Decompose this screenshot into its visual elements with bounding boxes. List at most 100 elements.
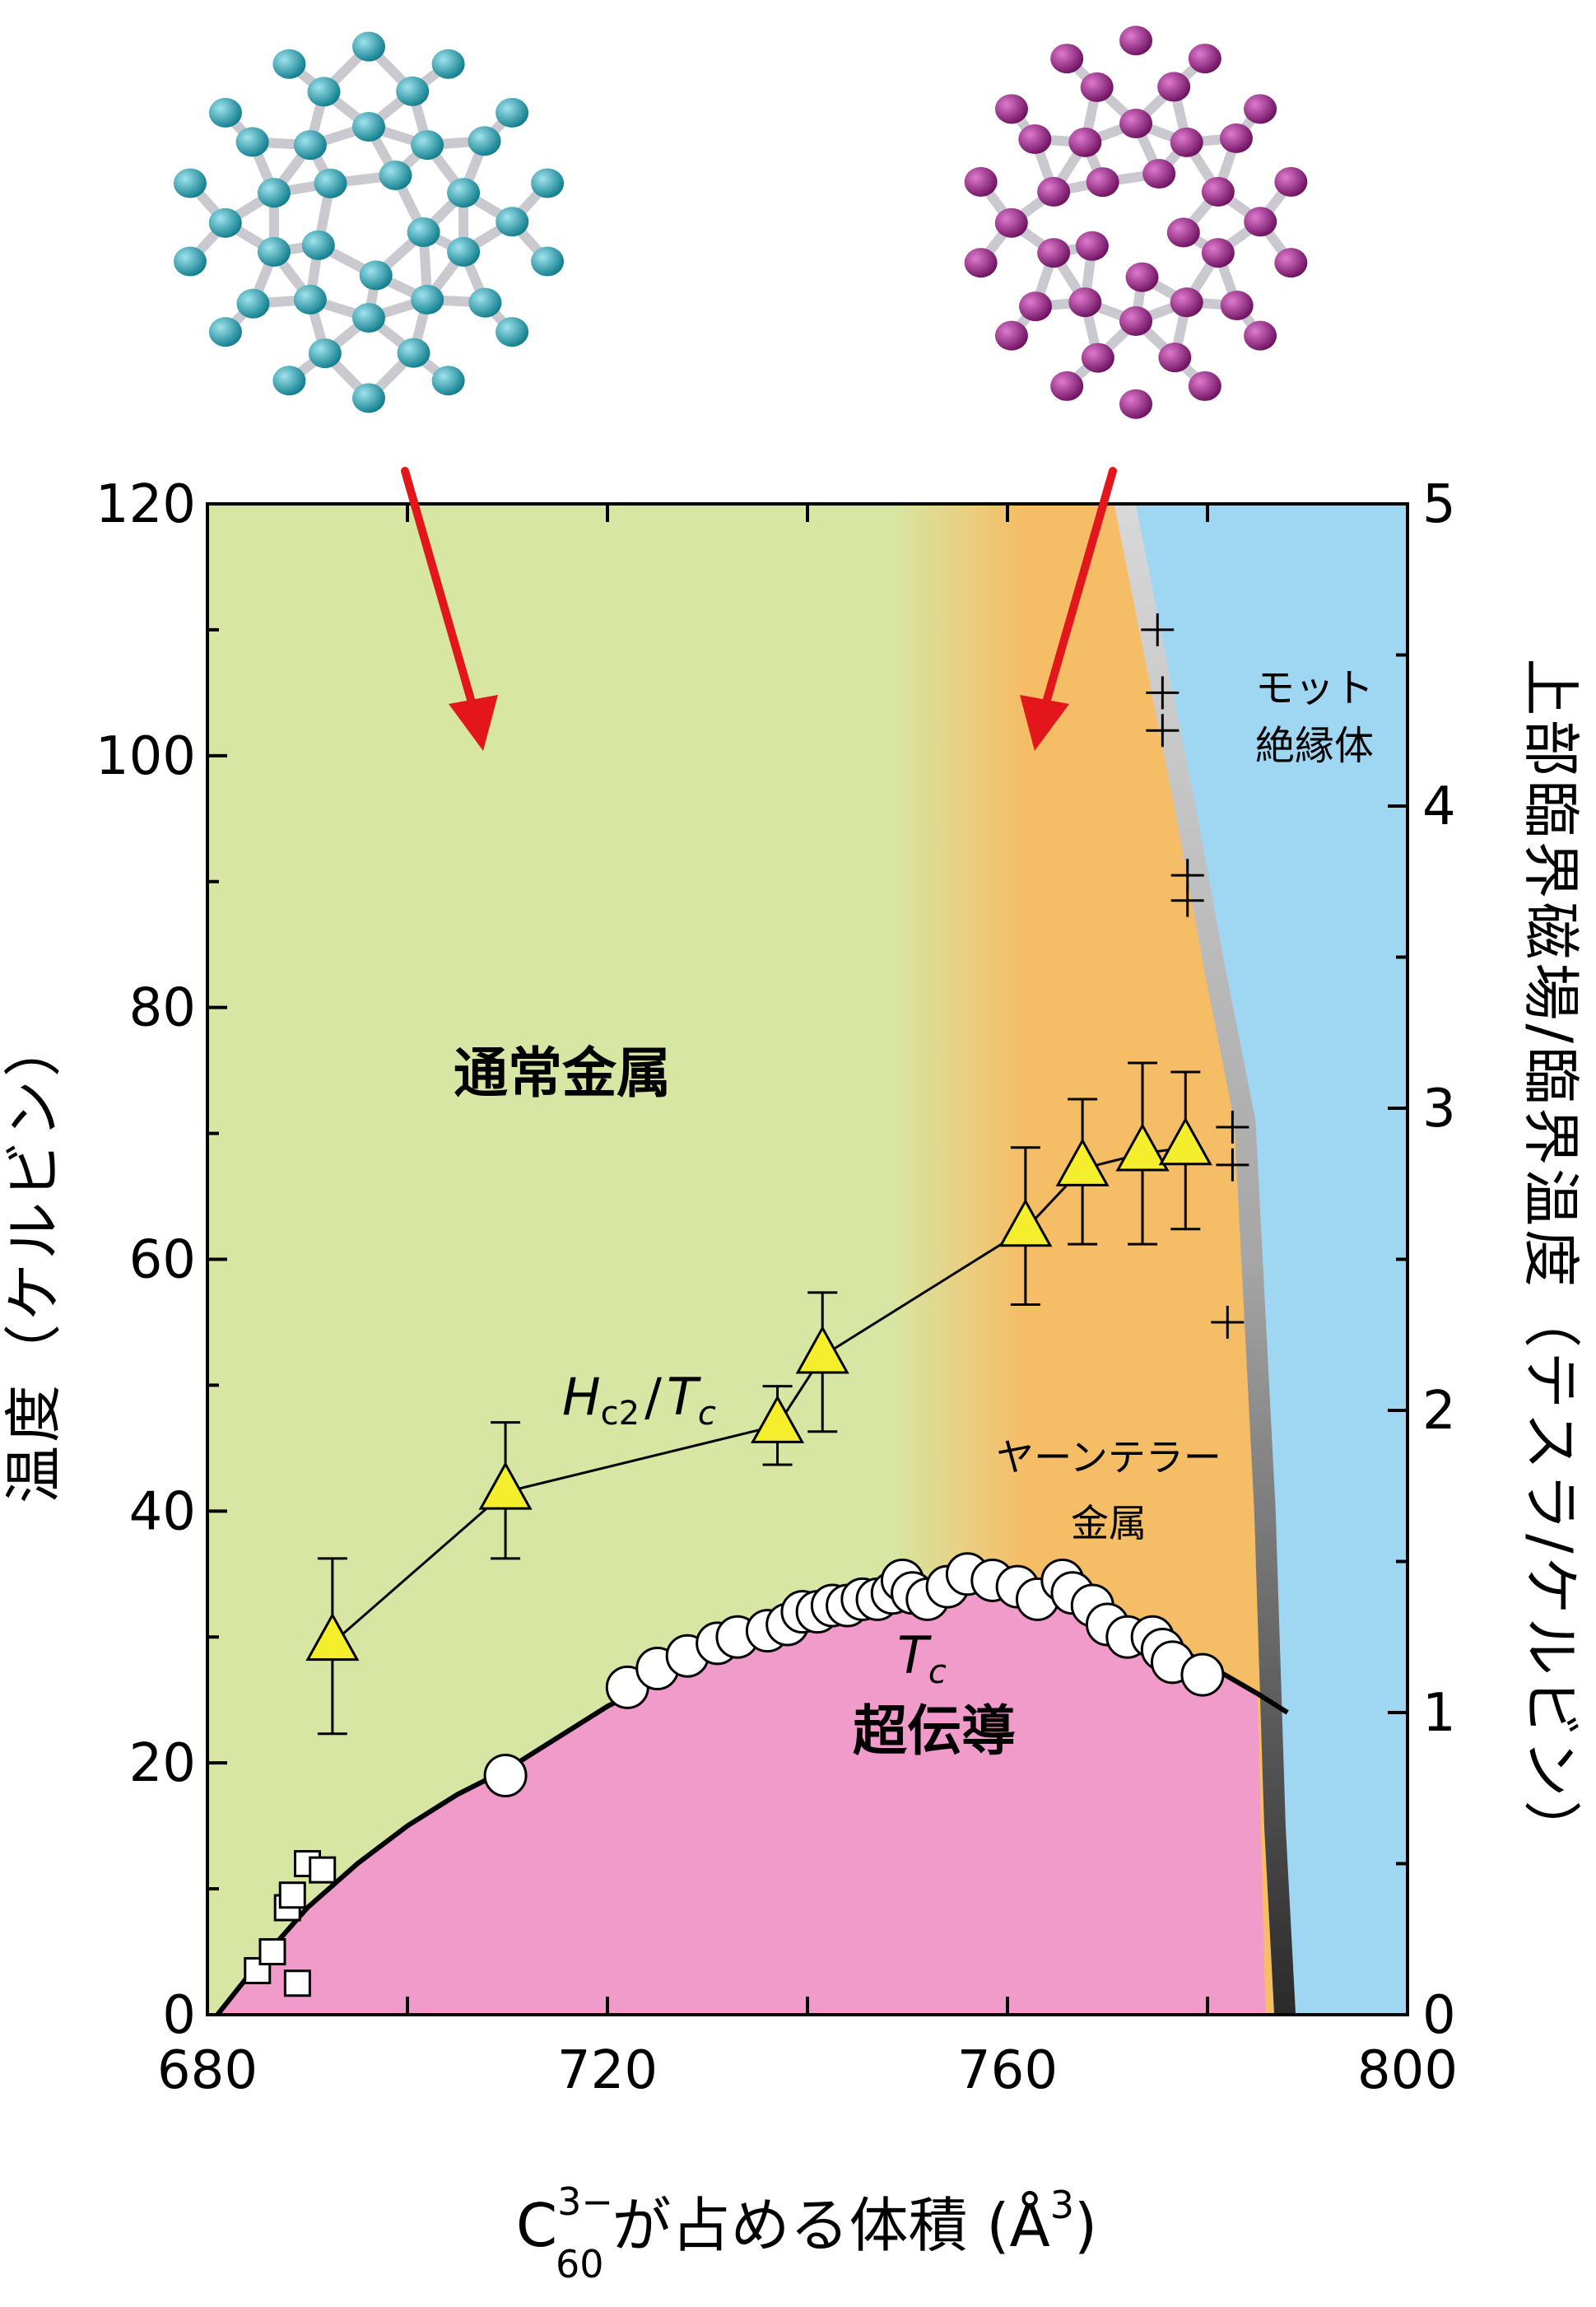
triangle-point <box>795 1325 849 1374</box>
jt-metal-label-line2: 金属 <box>1071 1501 1147 1545</box>
mott-label-line1: モット <box>1255 665 1374 711</box>
atom <box>1119 109 1152 138</box>
square-point <box>258 1938 286 1966</box>
y-tick-label: 40 <box>129 1481 196 1542</box>
atom <box>208 317 242 347</box>
atom <box>1019 291 1053 322</box>
plus-point <box>1216 1110 1249 1144</box>
atom <box>431 366 465 396</box>
atom <box>994 207 1028 238</box>
atom <box>1201 238 1235 268</box>
atom <box>1219 123 1253 153</box>
y2-tick-label: 4 <box>1422 776 1456 837</box>
atom <box>359 260 393 291</box>
normal-metal-label: 通常金属 <box>454 1042 671 1105</box>
atom <box>1188 44 1221 74</box>
x-tick-label: 760 <box>957 2040 1058 2101</box>
y-tick-label: 20 <box>129 1733 196 1794</box>
atom <box>257 178 291 208</box>
atom <box>407 217 440 248</box>
atom <box>208 207 242 238</box>
atom <box>1086 167 1119 198</box>
triangle-point <box>1115 1122 1170 1172</box>
circle-point <box>483 1753 528 1797</box>
atom <box>1080 72 1114 102</box>
mott-boundary-band <box>1114 504 1296 2015</box>
data-points <box>244 613 1249 1997</box>
atom <box>1119 306 1152 336</box>
y2-tick-label: 3 <box>1422 1079 1456 1140</box>
atom <box>1142 159 1176 189</box>
y-tick-label: 120 <box>95 474 196 535</box>
atom <box>496 97 529 128</box>
atom <box>1119 26 1152 56</box>
atom <box>1081 343 1114 373</box>
plus-point <box>1146 676 1180 710</box>
atom <box>468 126 501 156</box>
atom <box>379 160 412 190</box>
atom <box>352 112 385 142</box>
atom <box>1157 72 1191 102</box>
atom <box>272 49 306 79</box>
atom <box>411 130 444 161</box>
atom <box>314 168 347 198</box>
atom <box>447 178 481 208</box>
jt-metal-label-line1: ヤーンテラー <box>996 1435 1221 1480</box>
atom <box>1170 127 1203 157</box>
triangle-point <box>478 1461 533 1510</box>
atom <box>1244 94 1277 124</box>
atom <box>257 236 291 267</box>
plus-point <box>1216 1148 1249 1181</box>
triangle-point <box>1055 1138 1110 1186</box>
plus-point <box>1170 883 1204 917</box>
square-point <box>278 1881 306 1909</box>
superconductor-label: 超伝導 <box>853 1699 1016 1763</box>
atom <box>308 338 342 369</box>
arrow-right-icon <box>1020 467 1117 751</box>
distorted-c60-molecule-icon <box>964 26 1308 419</box>
atom <box>531 168 565 198</box>
atom <box>468 287 502 318</box>
atom <box>1125 262 1159 292</box>
c60-molecule-icon <box>173 31 565 413</box>
x-tick-label: 800 <box>1357 2040 1458 2101</box>
y2-tick-label: 1 <box>1422 1683 1456 1744</box>
x-axis-title: C3− 60が占める体積 (Å3) <box>516 2179 1097 2286</box>
atom <box>208 97 242 128</box>
atom <box>1050 371 1084 401</box>
y-tick-label: 80 <box>129 978 196 1039</box>
atom <box>396 76 430 106</box>
atom <box>1119 389 1152 419</box>
x-tick-label: 680 <box>157 2040 258 2101</box>
atom <box>1037 238 1071 268</box>
y2-tick-label: 0 <box>1422 1985 1456 2046</box>
triangle-point <box>751 1395 805 1443</box>
y-tick-label: 100 <box>95 726 196 787</box>
atom <box>1201 176 1235 207</box>
atom <box>994 94 1028 124</box>
arrow-left-icon <box>401 467 498 751</box>
atom <box>1274 248 1308 278</box>
atom <box>236 288 270 319</box>
atom <box>293 130 327 161</box>
atom <box>1170 287 1203 318</box>
y2-axis-title: 上部臨界磁場/臨界温度（テスラ/ケルビン） <box>1517 658 1584 1861</box>
atom <box>352 303 385 333</box>
y-axis-title: 温度（ケルビン） <box>0 1016 67 1503</box>
atom <box>235 127 269 157</box>
atom <box>1068 287 1102 318</box>
mott-label-line2: 絶縁体 <box>1255 723 1374 769</box>
atom <box>964 166 998 197</box>
y-tick-label: 60 <box>129 1230 196 1291</box>
plus-point <box>1211 1305 1245 1339</box>
square-point <box>283 1969 311 1997</box>
square-point <box>309 1856 337 1884</box>
atom <box>293 284 327 315</box>
atom <box>1075 231 1109 261</box>
plus-point <box>1141 613 1175 646</box>
atom <box>411 284 444 315</box>
circle-point <box>1180 1652 1225 1697</box>
atom <box>301 230 335 260</box>
